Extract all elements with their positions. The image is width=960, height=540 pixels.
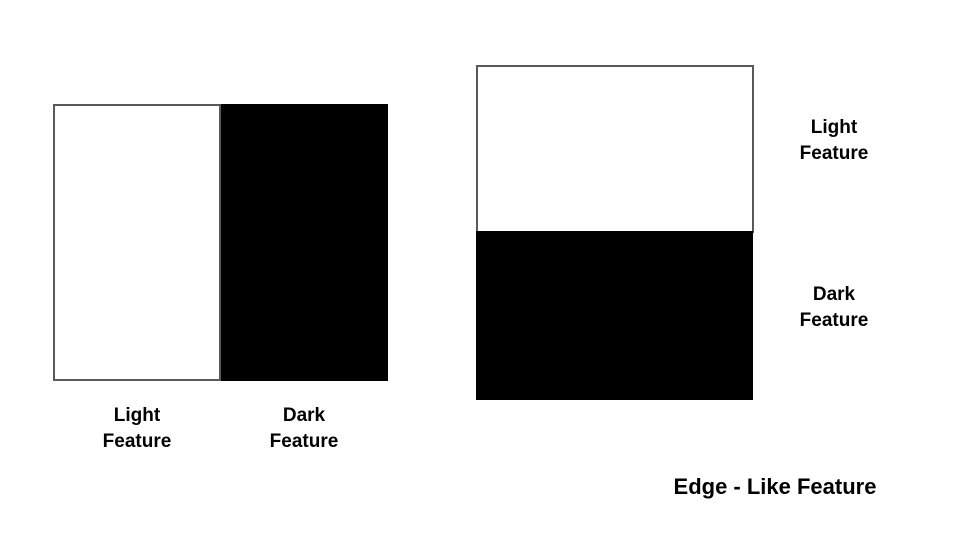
horizontal-edge-light-label: Light Feature xyxy=(774,115,894,167)
label-line: Light xyxy=(810,117,858,138)
vertical-edge-dark-region xyxy=(221,104,388,381)
label-line: Dark xyxy=(812,284,856,305)
label-line: Light xyxy=(113,405,161,426)
horizontal-edge-dark-region xyxy=(476,231,753,400)
label-line: Dark xyxy=(282,405,326,426)
label-line: Feature xyxy=(799,143,869,164)
vertical-edge-light-region xyxy=(53,104,221,381)
label-line: Feature xyxy=(102,431,172,452)
label-line: Feature xyxy=(269,431,339,452)
vertical-edge-dark-label: Dark Feature xyxy=(244,403,364,455)
vertical-edge-light-label: Light Feature xyxy=(77,403,197,455)
horizontal-edge-light-region xyxy=(476,65,754,233)
horizontal-edge-dark-label: Dark Feature xyxy=(774,282,894,334)
label-line: Feature xyxy=(799,310,869,331)
figure-caption: Edge - Like Feature xyxy=(673,474,877,499)
